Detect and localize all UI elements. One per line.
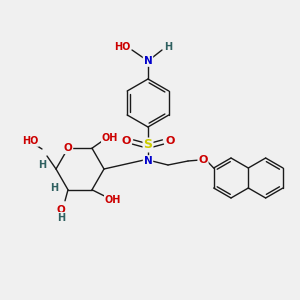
Text: H: H (38, 160, 46, 170)
Text: OH: OH (105, 195, 121, 205)
Text: H: H (50, 183, 58, 193)
Text: O: O (121, 136, 131, 146)
Text: S: S (143, 139, 152, 152)
Text: N: N (144, 156, 152, 166)
Text: OH: OH (102, 133, 118, 143)
Text: H: H (164, 42, 172, 52)
Text: HO: HO (22, 136, 38, 146)
Text: O: O (64, 143, 72, 153)
Text: O: O (198, 155, 208, 165)
Text: H: H (57, 213, 65, 223)
Text: O: O (57, 205, 65, 215)
Text: O: O (165, 136, 175, 146)
Text: N: N (144, 56, 152, 66)
Text: HO: HO (114, 42, 130, 52)
